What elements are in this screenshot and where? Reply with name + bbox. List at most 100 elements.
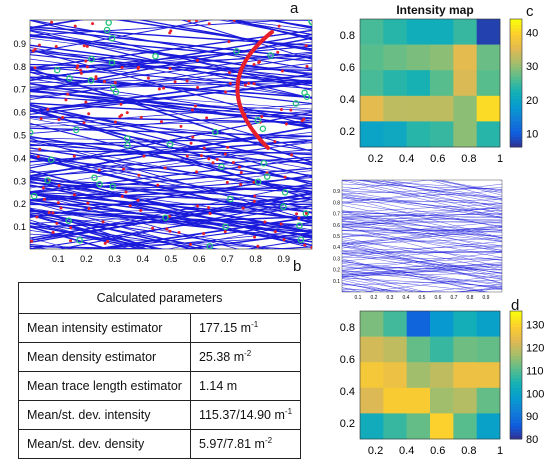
intersection-point	[136, 198, 140, 202]
y-tick-label: 0.4	[340, 94, 355, 106]
trace-line	[387, 180, 502, 199]
intersection-point	[237, 165, 241, 169]
intersection-point	[289, 108, 293, 112]
density-colorbar-segment	[510, 359, 522, 363]
intensity-map-title: Intensity map	[396, 3, 474, 17]
trace-endpoint	[166, 141, 174, 148]
trace-line	[342, 244, 502, 284]
intensity-colorbar-segment	[510, 25, 522, 30]
intensity-colorbar-segment	[510, 115, 522, 119]
intersection-point	[57, 184, 61, 188]
trace-endpoint	[218, 163, 225, 170]
y-tick-label: 0.2	[333, 268, 340, 274]
trace-line	[30, 206, 312, 214]
trace-line	[30, 29, 312, 84]
sampling-circle-arc	[235, 30, 274, 150]
trace-line	[342, 257, 502, 260]
trace-line	[342, 226, 502, 246]
trace-line	[0, 0, 320, 4]
intensity-colorbar-segment	[510, 121, 522, 126]
trace-line	[0, 0, 320, 16]
intersection-point	[200, 154, 204, 158]
row-label: Mean intensity estimator	[18, 313, 191, 343]
intensity-colorbar-segment	[510, 67, 522, 71]
trace-line	[166, 221, 312, 249]
trace-line	[30, 209, 312, 239]
intensity-colorbar-segment	[510, 118, 522, 122]
trace-line	[342, 270, 502, 288]
density-cell	[406, 413, 431, 440]
trace-line	[30, 120, 312, 127]
intersection-point	[87, 112, 91, 116]
intensity-colorbar-segment	[510, 83, 522, 87]
trace-line	[225, 20, 312, 36]
trace-line	[354, 180, 502, 190]
intensity-cell	[430, 44, 454, 71]
intersection-point	[300, 119, 304, 123]
intensity-colorbar-segment	[510, 51, 522, 55]
trace-line	[342, 240, 502, 277]
intensity-colorbar-segment	[510, 105, 522, 110]
intensity-heatmap: 0.8 0.6 0.4 0.2 0.2 0.4 0.6 0.8 1 10 20 30 40	[340, 18, 538, 165]
trace-line	[10, 5, 320, 20]
intersection-point	[82, 121, 86, 125]
y-tick-label: 0.5	[13, 131, 26, 141]
x-tick-label: 0.6	[430, 153, 445, 165]
x-tick-label: 0.4	[399, 445, 414, 457]
x-tick-label: 0.9	[278, 254, 291, 264]
table-title: Calculated parameters	[17, 282, 302, 314]
intersection-point	[55, 221, 59, 225]
intersection-point	[51, 211, 55, 215]
trace-line	[30, 158, 312, 193]
table-row: Mean density estimator 25.38 m-2	[18, 342, 302, 372]
row-value: 115.37/14.90 m-1	[189, 400, 302, 430]
trace-line	[342, 251, 502, 253]
y-tick-label: 0.2	[340, 126, 355, 138]
trace-line	[342, 252, 502, 271]
intersection-point	[284, 122, 288, 126]
intersection-point	[177, 230, 181, 234]
density-colorbar-segment	[510, 410, 522, 414]
density-cell	[360, 362, 384, 389]
trace-line	[342, 220, 502, 225]
intersection-point	[194, 20, 198, 22]
y-tick-label: 0.6	[340, 62, 355, 74]
colorbar-tick-label: 20	[526, 95, 538, 107]
x-tick-label: 1	[497, 445, 503, 457]
trace-line	[342, 273, 414, 292]
trace-line	[342, 232, 502, 251]
trace-line	[30, 140, 312, 176]
intersection-point	[189, 141, 193, 145]
panel-label-c: c	[526, 3, 534, 20]
trace-endpoint	[96, 181, 103, 188]
density-colorbar-segment	[510, 397, 522, 402]
trace-line	[30, 127, 312, 137]
colorbar-tick-label: 30	[526, 61, 538, 73]
density-colorbar-segment	[510, 413, 522, 418]
density-colorbar-segment	[510, 371, 522, 376]
intersection-point	[290, 153, 294, 157]
intersection-point	[241, 206, 245, 210]
trace-line	[30, 103, 312, 126]
intersection-point	[102, 80, 106, 84]
density-cell	[360, 387, 384, 414]
intersection-point	[231, 161, 235, 165]
trace-line	[342, 219, 502, 224]
trace-line	[332, 302, 505, 305]
intersection-point	[122, 167, 126, 171]
trace-endpoint	[44, 177, 51, 184]
density-cell	[383, 413, 407, 440]
intersection-point	[157, 87, 161, 91]
intensity-cell	[476, 19, 501, 45]
intersection-point	[247, 81, 251, 85]
trace-endpoint	[31, 192, 38, 200]
intensity-colorbar-segment	[510, 54, 522, 58]
intersection-point	[86, 201, 90, 205]
trace-line	[342, 250, 502, 274]
intersection-point	[185, 79, 189, 83]
intersection-point	[295, 212, 299, 216]
intersection-point	[73, 24, 77, 28]
intersection-point	[195, 170, 199, 174]
intensity-colorbar-segment	[510, 57, 522, 62]
trace-map-plot: 0.9 0.8 0.7 0.6 0.5 0.4 0.3 0.2 0.1 0.1 0.2 0.3 0.4…	[0, 0, 320, 264]
